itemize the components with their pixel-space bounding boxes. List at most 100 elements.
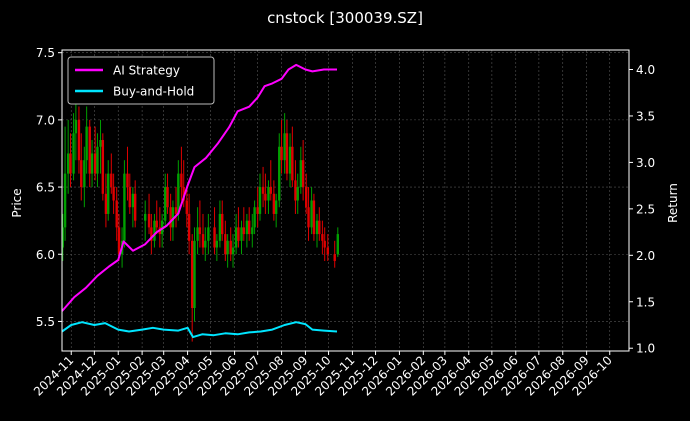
candle-body xyxy=(318,220,321,235)
candle-body xyxy=(101,140,105,194)
candle-body xyxy=(305,187,308,208)
candle-body xyxy=(112,187,115,201)
candle-body xyxy=(291,146,294,181)
candle-body xyxy=(164,187,167,221)
candle-body xyxy=(169,207,172,228)
candle-body xyxy=(310,200,313,228)
candle-body xyxy=(63,173,67,228)
candle-body xyxy=(61,227,64,248)
candle-body xyxy=(296,187,299,201)
candle-body xyxy=(333,254,336,261)
candle-body xyxy=(245,220,249,235)
candle-body xyxy=(166,187,169,208)
candle-body xyxy=(278,146,281,201)
candle-body xyxy=(288,146,292,174)
candle-body xyxy=(215,240,219,248)
candle-body xyxy=(72,133,75,174)
strategy-line xyxy=(61,63,337,312)
legend-label-buyhold: Buy-and-Hold xyxy=(113,85,194,99)
plot-frame xyxy=(61,49,630,352)
candle-body xyxy=(74,119,78,134)
candle-body xyxy=(326,247,329,255)
candle-body xyxy=(294,180,297,201)
y-tick-label-right: 4.0 xyxy=(636,63,655,77)
candle-body xyxy=(185,200,189,214)
candle-body xyxy=(312,200,316,235)
candle-body xyxy=(283,133,286,161)
candle-body xyxy=(115,200,118,228)
candle-body xyxy=(144,213,147,221)
y-tick-label-left: 7.0 xyxy=(36,113,55,127)
candle-body xyxy=(193,240,196,308)
candle-body xyxy=(248,220,251,235)
candlesticks-layer xyxy=(61,99,339,342)
candle-body xyxy=(213,227,216,248)
candle-body xyxy=(269,187,272,194)
candle-body xyxy=(126,173,129,188)
candle-body xyxy=(107,173,110,214)
y-tick-label-right: 2.5 xyxy=(636,202,655,216)
y-tick-label-left: 5.5 xyxy=(36,315,55,329)
candle-body xyxy=(204,240,207,248)
y-axis-left: 5.5 6.0 6.5 7.0 7.5 xyxy=(36,46,62,329)
candle-body xyxy=(93,153,97,174)
y-tick-label-left: 6.5 xyxy=(36,181,55,195)
candle-body xyxy=(201,234,205,248)
candle-body xyxy=(272,193,276,214)
series-layer xyxy=(61,63,338,339)
buyhold-line xyxy=(61,321,338,339)
candle-body xyxy=(196,227,199,241)
candle-body xyxy=(224,234,227,255)
candle-body xyxy=(267,187,270,201)
y-tick-label-right: 3.5 xyxy=(636,109,655,123)
candle-body xyxy=(264,193,267,201)
candle-body xyxy=(207,227,210,241)
candle-body xyxy=(85,126,88,161)
candle-body xyxy=(155,220,158,228)
candle-body xyxy=(231,247,235,255)
candle-body xyxy=(274,200,278,214)
candle-body xyxy=(234,227,238,248)
candle-body xyxy=(198,227,202,235)
candle-body xyxy=(174,207,178,214)
candle-body xyxy=(133,193,137,221)
candle-body xyxy=(160,220,164,235)
candle-body xyxy=(177,173,180,214)
candle-body xyxy=(88,126,91,174)
candle-body xyxy=(96,146,99,174)
y-axis-label-left: Price xyxy=(10,188,24,217)
candle-body xyxy=(261,187,265,194)
candle-body xyxy=(336,234,339,255)
candle-body xyxy=(242,227,246,235)
candle-body xyxy=(69,153,72,174)
y-tick-label-left: 7.5 xyxy=(36,46,55,60)
candle-body xyxy=(180,173,183,188)
candle-body xyxy=(66,153,70,174)
candle-body xyxy=(237,227,240,241)
candle-body xyxy=(321,234,324,241)
candle-body xyxy=(182,187,185,201)
y-tick-label-right: 3.0 xyxy=(636,156,655,170)
candle-body xyxy=(253,207,256,228)
candle-body xyxy=(226,240,229,255)
candle-body xyxy=(150,227,153,241)
y-axis-label-right: Return xyxy=(666,183,680,223)
candle-body xyxy=(301,160,305,188)
candle-body xyxy=(315,220,319,235)
candle-body xyxy=(147,213,151,228)
grid-layer xyxy=(62,50,629,351)
chart-title: cnstock [300039.SZ] xyxy=(267,9,423,27)
y-tick-label-right: 1.5 xyxy=(636,295,655,309)
candle-body xyxy=(285,133,289,174)
legend-box xyxy=(67,56,215,105)
candle-body xyxy=(171,207,175,228)
candle-body xyxy=(90,153,94,174)
candle-body xyxy=(190,240,194,308)
candle-body xyxy=(299,160,303,188)
candle-body xyxy=(323,240,326,248)
y-axis-right: 1.0 1.5 2.0 2.5 3.0 3.5 4.0 xyxy=(629,63,655,356)
candle-body xyxy=(123,173,126,241)
candle-body xyxy=(221,213,224,235)
candle-body xyxy=(99,140,102,147)
candle-body xyxy=(218,213,222,241)
